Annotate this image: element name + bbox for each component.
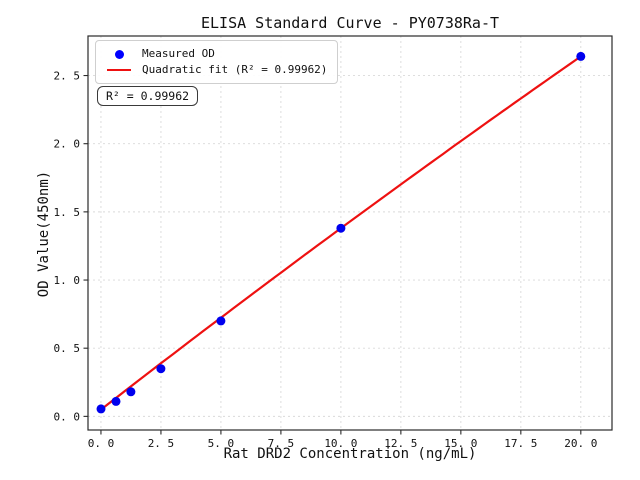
x-tick-label: 7. 5: [268, 437, 295, 450]
x-tick-label: 17. 5: [504, 437, 537, 450]
measured-od-marker-icon: [102, 49, 136, 59]
y-axis-label: OD Value(450nm): [36, 170, 52, 298]
chart-title: ELISA Standard Curve - PY0738Ra-T: [200, 14, 499, 32]
data-point: [576, 51, 586, 61]
y-tick-label: 1. 0: [54, 274, 81, 287]
legend-item-measured: Measured OD: [102, 46, 327, 62]
y-tick-label: 2. 5: [54, 70, 81, 83]
x-tick-label: 20. 0: [564, 437, 597, 450]
legend-item-fit: Quadratic fit (R² = 0.99962): [102, 62, 327, 78]
x-axis-label: Rat DRD2 Concentration (ng/mL): [223, 446, 477, 462]
data-point: [111, 396, 121, 406]
y-tick-label: 0. 5: [54, 342, 81, 355]
x-tick-label: 10. 0: [324, 437, 357, 450]
legend-measured-label: Measured OD: [142, 47, 215, 60]
y-tick-label: 1. 5: [54, 206, 81, 219]
x-tick-label: 15. 0: [444, 437, 477, 450]
x-tick-label: 5. 0: [208, 437, 235, 450]
fit-line-marker-icon: [102, 68, 136, 72]
data-point: [336, 223, 346, 233]
y-tick-label: 2. 0: [54, 138, 81, 151]
data-point: [126, 387, 136, 397]
legend-fit-label: Quadratic fit (R² = 0.99962): [142, 63, 328, 76]
legend: Measured OD Quadratic fit (R² = 0.99962): [95, 40, 339, 84]
x-tick-label: 12. 5: [384, 437, 417, 450]
x-tick-label: 0. 0: [88, 437, 115, 450]
r-squared-annotation: R² = 0.99962: [97, 86, 199, 106]
data-point: [96, 404, 106, 414]
data-point: [216, 316, 226, 326]
y-tick-label: 0. 0: [54, 410, 81, 423]
x-tick-label: 2. 5: [148, 437, 175, 450]
data-point: [156, 364, 166, 374]
axes-spines: [87, 35, 613, 431]
